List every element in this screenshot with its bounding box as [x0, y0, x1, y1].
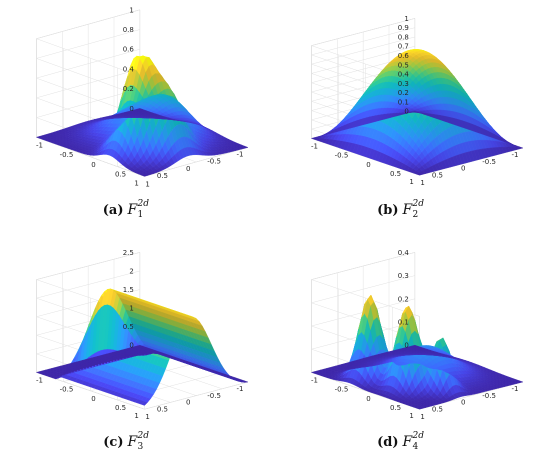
- x-tick-label: -0.5: [60, 386, 74, 394]
- z-tick-label: 0.3: [398, 80, 409, 88]
- z-tick-label: 0.8: [123, 26, 134, 34]
- caption-subscript: 3: [138, 442, 144, 452]
- caption-letter: (b): [377, 203, 398, 218]
- caption-subscript: 1: [138, 210, 144, 220]
- z-tick-label: 0.2: [398, 89, 409, 97]
- z-tick-label: 0.6: [123, 46, 135, 54]
- caption-subscript: 2: [413, 210, 419, 220]
- y-tick-label: 0.5: [157, 172, 168, 180]
- x-tick-label: 0: [91, 395, 95, 403]
- caption-a: (a) F 2d1: [103, 199, 149, 220]
- z-tick-label: 0.1: [398, 319, 409, 327]
- z-tick-label: 0.6: [398, 52, 410, 60]
- y-tick-label: 0.5: [432, 171, 443, 179]
- y-tick-label: -0.5: [207, 392, 221, 400]
- z-tick-label: 0.8: [398, 33, 409, 41]
- z-tick-label: 0.7: [398, 43, 409, 51]
- x-tick-label: 0: [366, 395, 370, 403]
- caption-superscript: 2d: [137, 431, 150, 441]
- x-tick-label: -0.5: [335, 152, 349, 160]
- y-tick-label: 0.5: [432, 405, 443, 413]
- caption-superscript: 2d: [137, 199, 150, 209]
- caption-variable: F: [127, 202, 139, 218]
- z-tick-label: 2.5: [123, 249, 134, 257]
- panel-b: 00.10.20.30.40.50.60.70.80.91-1-0.500.51…: [310, 15, 524, 220]
- y-tick-label: -1: [511, 385, 518, 393]
- x-tick-label: 0: [91, 161, 95, 169]
- z-tick-label: 0.4: [123, 65, 135, 73]
- y-tick-label: -0.5: [482, 158, 496, 166]
- x-tick-label: -1: [36, 376, 43, 384]
- x-tick-label: 1: [420, 413, 424, 421]
- x-tick-label: 1: [145, 413, 149, 421]
- y-tick-label: -0.5: [482, 392, 496, 400]
- y-tick-label: -1: [236, 151, 243, 159]
- z-tick-label: 0: [129, 105, 133, 113]
- surface-patch: [241, 145, 249, 149]
- x-tick-label: 0.5: [390, 404, 401, 412]
- surface-b: [310, 49, 524, 176]
- y-tick-label: 1: [409, 178, 413, 186]
- z-tick-label: 0.4: [398, 71, 410, 79]
- caption-letter: (d): [377, 435, 398, 450]
- x-tick-label: 0.5: [115, 171, 126, 179]
- y-tick-label: 1: [409, 412, 413, 420]
- caption-superscript: 2d: [412, 199, 425, 209]
- y-tick-label: -1: [236, 385, 243, 393]
- z-tick-label: 0: [404, 342, 408, 350]
- caption-letter: (c): [103, 435, 123, 450]
- x-tick-label: 0.5: [390, 170, 401, 178]
- x-tick-label: -0.5: [335, 386, 349, 394]
- z-tick-label: 0.1: [398, 98, 409, 106]
- caption-b: (b) F 2d2: [377, 199, 424, 220]
- y-tick-label: 1: [134, 412, 138, 420]
- y-tick-label: 0: [186, 165, 190, 173]
- caption-letter: (a): [103, 203, 124, 218]
- x-tick-label: 1: [420, 179, 424, 187]
- x-tick-label: -1: [36, 141, 43, 149]
- x-tick-label: 0: [366, 161, 370, 169]
- y-tick-label: 0.5: [157, 405, 168, 413]
- z-tick-label: 1.5: [123, 286, 134, 294]
- surface-a: [35, 55, 249, 177]
- z-tick-label: 0.3: [398, 272, 409, 280]
- z-tick-label: 0.4: [398, 249, 410, 257]
- x-tick-label: -0.5: [60, 151, 74, 159]
- x-tick-label: 1: [145, 180, 149, 188]
- caption-superscript: 2d: [412, 431, 425, 441]
- z-tick-label: 0.2: [123, 85, 134, 93]
- z-tick-label: 0: [404, 108, 408, 116]
- z-tick-label: 0.2: [398, 295, 409, 303]
- z-tick-label: 1: [129, 305, 133, 313]
- z-tick-label: 0: [129, 342, 133, 350]
- panel-d: 0 0.1 0.2 0.3 0.4 -1 -0.5 0 0.5 11 0.5 0 -0.5 -1 (d) F 2…: [310, 249, 524, 452]
- z-tick-label: 1: [129, 6, 133, 14]
- y-tick-label: -0.5: [207, 158, 221, 166]
- x-tick-label: 0.5: [115, 404, 126, 412]
- z-tick-label: 0.5: [398, 61, 409, 69]
- y-tick-label: 1: [134, 179, 138, 187]
- caption-c: (c) F 2d3: [103, 431, 149, 452]
- caption-d: (d) F 2d4: [377, 431, 424, 452]
- y-tick-label: 0: [186, 399, 190, 407]
- z-tick-label: 0.9: [398, 24, 409, 32]
- caption-subscript: 4: [413, 442, 419, 452]
- y-tick-label: 0: [461, 399, 465, 407]
- x-tick-label: -1: [311, 142, 318, 150]
- x-tick-label: -1: [311, 376, 318, 384]
- z-tick-label: 0.5: [123, 323, 134, 331]
- y-tick-label: -1: [511, 151, 518, 159]
- z-tick-label: 1: [404, 15, 408, 23]
- y-tick-label: 0: [461, 165, 465, 173]
- z-tick-label: 2: [129, 267, 133, 275]
